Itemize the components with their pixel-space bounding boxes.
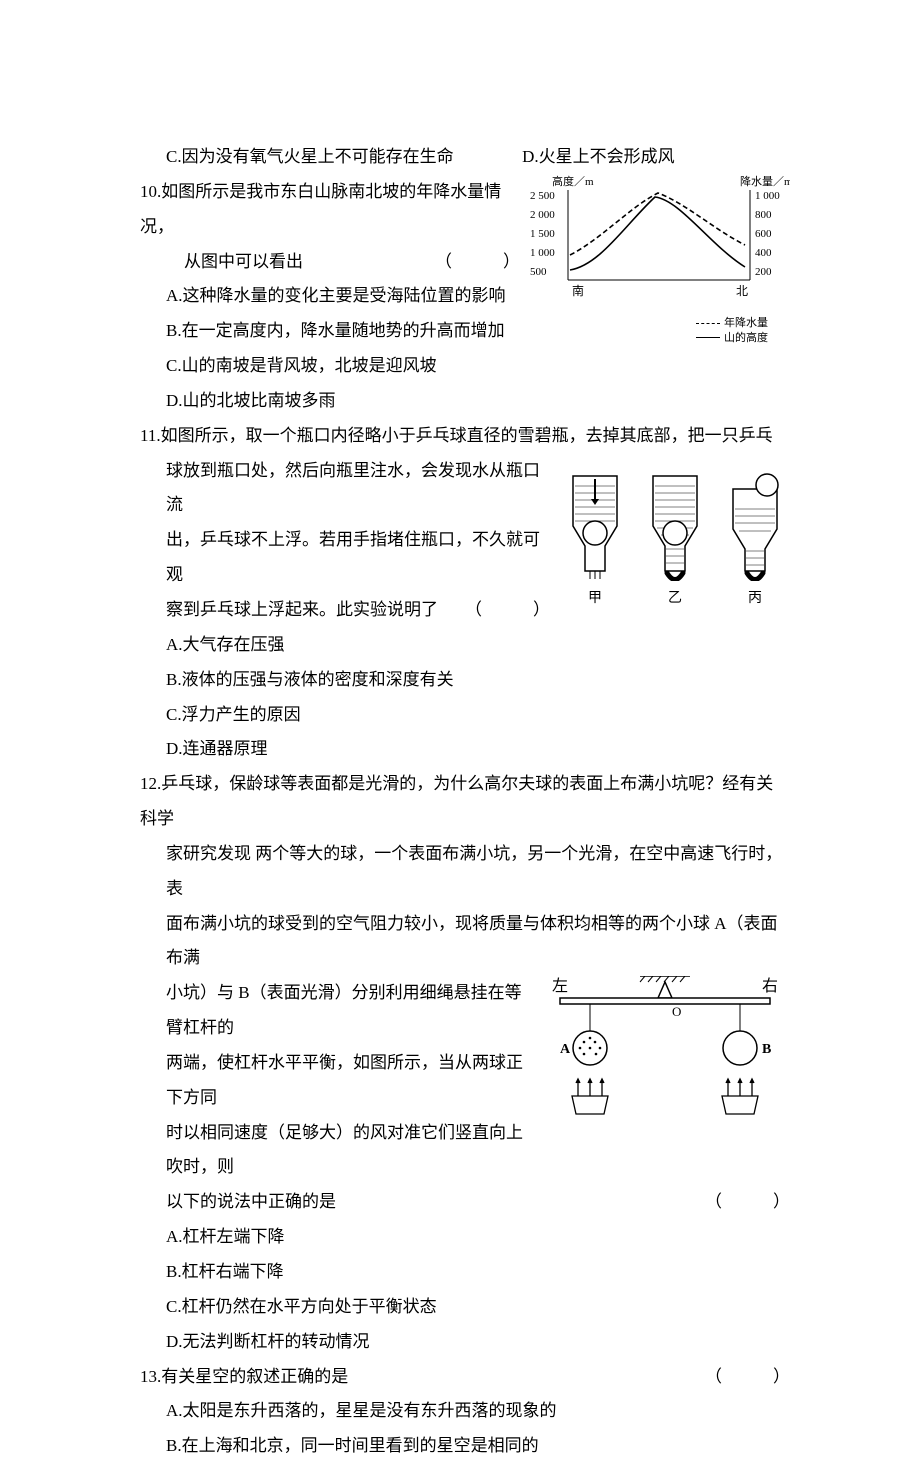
q12-paren: （ ） — [705, 1185, 790, 1220]
bottle-2: 乙 — [640, 471, 710, 614]
lever-left-label: 左 — [552, 977, 568, 995]
ball-a-label: A — [560, 1042, 571, 1057]
question-12: 12.乒乓球，保龄球等表面都是光滑的，为什么高尔夫球的表面上布满小坑呢？经有关科… — [140, 767, 790, 1359]
ltick-0: 2 500 — [530, 190, 555, 202]
q12-stem-1: 12.乒乓球，保龄球等表面都是光滑的，为什么高尔夫球的表面上布满小坑呢？经有关科… — [140, 767, 790, 837]
ltick-1: 2 000 — [530, 209, 555, 221]
q10-figure: 高度／m 降水量／mm 2 500 2 000 1 500 1 000 500 … — [530, 175, 790, 345]
option-c: C.因为没有氧气火星上不可能存在生命 — [166, 147, 454, 166]
q13-b: B.在上海和北京，同一时间里看到的星空是相同的 — [140, 1429, 790, 1464]
q12-stem-2: 家研究发现 两个等大的球，一个表面布满小坑，另一个光滑，在空中高速飞行时，表 — [140, 837, 790, 907]
bottle-1-svg — [565, 471, 625, 581]
rtick-0: 1 000 — [755, 190, 780, 202]
altitude-curve — [570, 197, 745, 270]
question-11: 11.如图所示，取一个瓶口内径略小于乒乓球直径的雪碧瓶，去掉其底部，把一只乒乓 — [140, 419, 790, 767]
q11-paren: （ ） — [465, 593, 550, 628]
q12-figure: 左 右 O A B — [540, 976, 790, 1116]
q12-stem-7: 以下的说法中正确的是 — [166, 1185, 705, 1220]
rtick-2: 600 — [755, 228, 772, 240]
bottle-3-svg — [725, 471, 785, 581]
rtick-4: 200 — [755, 266, 772, 278]
q12-c: C.杠杆仍然在水平方向处于平衡状态 — [140, 1290, 790, 1325]
lever-o-label: O — [672, 1004, 681, 1019]
bottle-3: 丙 — [720, 471, 790, 614]
ltick-4: 500 — [530, 266, 547, 278]
question-13: 13.有关星空的叙述正确的是 （ ） A.太阳是东升西落的，星星是没有东升西落的… — [140, 1360, 790, 1464]
q10-d: D.山的北坡比南坡多雨 — [140, 384, 790, 419]
legend-dash-row: 年降水量 — [696, 316, 768, 330]
x-right-label: 北 — [736, 284, 748, 298]
q12-stem-3: 面布满小坑的球受到的空气阻力较小，现将质量与体积均相等的两个小球 A（表面布满 — [140, 907, 790, 977]
prev-options-row: C.因为没有氧气火星上不可能存在生命 D.火星上不会形成风 — [140, 140, 790, 175]
bottle-2-label: 乙 — [640, 585, 710, 614]
bottle-1-label: 甲 — [560, 585, 630, 614]
right-axis-title: 降水量／mm — [740, 175, 790, 188]
chart-legend: 年降水量 山的高度 — [696, 316, 768, 345]
exam-page: C.因为没有氧气火星上不可能存在生命 D.火星上不会形成风 高度／m 降水量／m… — [0, 0, 920, 1266]
left-axis-title: 高度／m — [552, 175, 594, 188]
q11-figure: 甲 乙 — [560, 454, 790, 614]
q13-paren: （ ） — [705, 1360, 790, 1395]
q12-b: B.杠杆右端下降 — [140, 1255, 790, 1290]
ltick-3: 1 000 — [530, 247, 555, 259]
q11-d: D.连通器原理 — [140, 732, 790, 767]
q13-a: A.太阳是东升西落的，星星是没有东升西落的现象的 — [140, 1394, 790, 1429]
q12-stem-6: 时以相同速度（足够大）的风对准它们竖直向上吹时，则 — [140, 1116, 790, 1186]
bottle-3-label: 丙 — [720, 585, 790, 614]
x-left-label: 南 — [572, 283, 584, 298]
q13-stem-row: 13.有关星空的叙述正确的是 （ ） — [140, 1360, 790, 1395]
q10-paren: （ ） — [435, 245, 520, 280]
lever-svg: 左 右 O A B — [540, 976, 790, 1116]
q11-stem-1: 11.如图所示，取一个瓶口内径略小于乒乓球直径的雪碧瓶，去掉其底部，把一只乒乓 — [140, 419, 790, 454]
ball-b-label: B — [762, 1042, 771, 1057]
q10-c: C.山的南坡是背风坡，北坡是迎风坡 — [140, 349, 790, 384]
rtick-1: 800 — [755, 209, 772, 221]
q11-c: C.浮力产生的原因 — [140, 698, 790, 733]
q10-stem-2-row: 从图中可以看出 （ ） — [140, 245, 520, 280]
q10-stem-2: 从图中可以看出 — [184, 245, 435, 280]
chart-svg: 高度／m 降水量／mm 2 500 2 000 1 500 1 000 500 … — [530, 175, 790, 305]
q12-a: A.杠杆左端下降 — [140, 1220, 790, 1255]
q12-stem-7-row: 以下的说法中正确的是 （ ） — [140, 1185, 790, 1220]
q11-b: B.液体的压强与液体的密度和深度有关 — [140, 663, 790, 698]
ltick-2: 1 500 — [530, 228, 555, 240]
question-10: 高度／m 降水量／mm 2 500 2 000 1 500 1 000 500 … — [140, 175, 790, 419]
lever-right-label: 右 — [762, 977, 778, 995]
q11-a: A.大气存在压强 — [140, 628, 790, 663]
rtick-3: 400 — [755, 247, 772, 259]
dash-sample-icon — [696, 323, 720, 324]
legend-dash-text: 年降水量 — [724, 316, 768, 330]
legend-solid-text: 山的高度 — [724, 331, 768, 345]
solid-sample-icon — [696, 337, 720, 338]
q13-stem: 13.有关星空的叙述正确的是 — [140, 1360, 705, 1395]
legend-solid-row: 山的高度 — [696, 331, 768, 345]
bottle-2-svg — [645, 471, 705, 581]
q11-stem-4: 察到乒乓球上浮起来。此实验说明了 — [166, 593, 465, 628]
bottle-1: 甲 — [560, 471, 630, 614]
q12-d: D.无法判断杠杆的转动情况 — [140, 1325, 790, 1360]
option-d: D.火星上不会形成风 — [522, 147, 675, 166]
q11-stem-4-row: 察到乒乓球上浮起来。此实验说明了 （ ） — [140, 593, 550, 628]
